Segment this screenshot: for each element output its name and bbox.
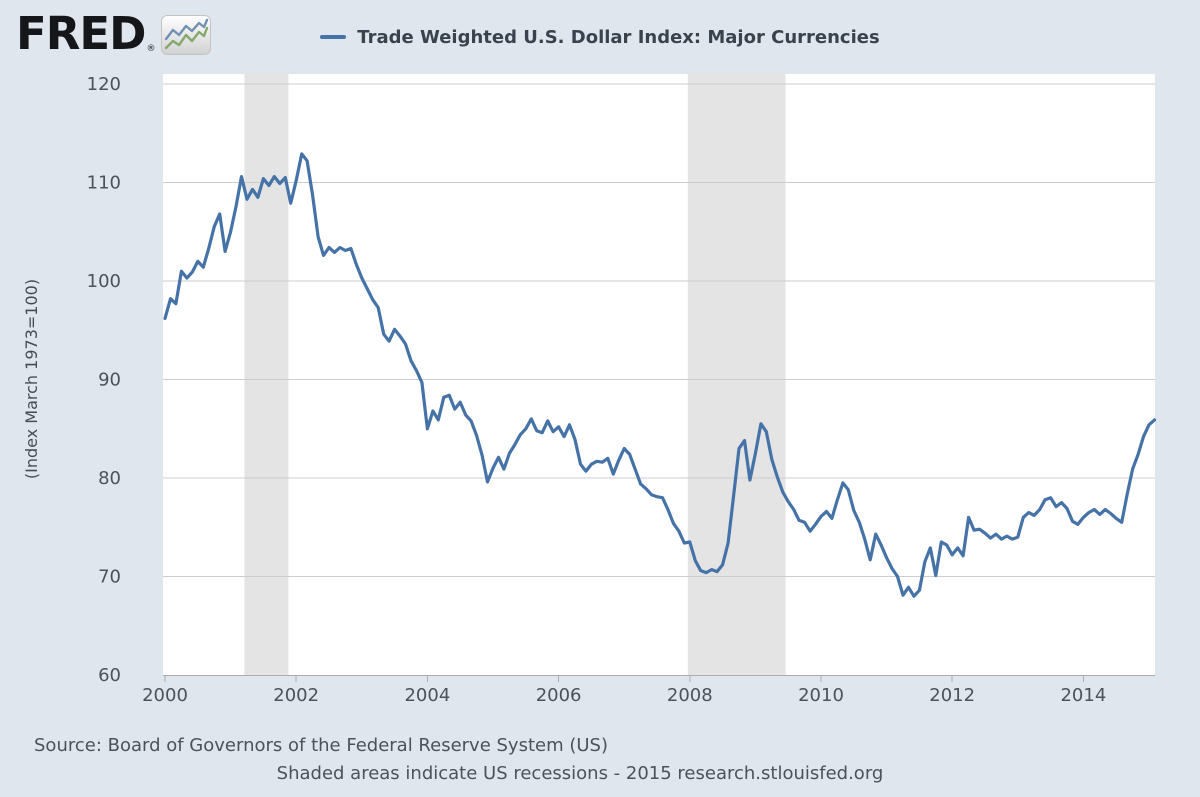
y-tick-label: 120 (87, 74, 121, 95)
y-tick-label: 100 (87, 271, 121, 292)
y-axis-title: (Index March 1973=100) (22, 278, 41, 480)
x-tick-label: 2000 (142, 685, 188, 706)
y-tick-label: 60 (98, 665, 121, 686)
y-tick-label: 80 (98, 468, 121, 489)
fred-logo-text: FRED (16, 7, 146, 60)
y-tick-label: 110 (87, 173, 121, 194)
x-tick-label: 2014 (1060, 685, 1106, 706)
registered-trademark-symbol: ® (146, 44, 156, 54)
recession-band (244, 74, 289, 675)
x-tick-label: 2008 (667, 685, 713, 706)
y-tick-label: 70 (98, 567, 121, 588)
y-tick-label: 90 (98, 370, 121, 391)
sparkline-chart-icon (161, 15, 212, 59)
plot-area (163, 74, 1155, 675)
fred-logo[interactable]: FRED ® (16, 7, 212, 60)
x-tick-label: 2006 (536, 685, 582, 706)
x-tick-label: 2010 (798, 685, 844, 706)
recession-note-text: Shaded areas indicate US recessions - 20… (276, 763, 884, 784)
x-tick-label: 2004 (404, 685, 450, 706)
legend-line-swatch (320, 35, 347, 39)
series-line[interactable] (163, 152, 1157, 598)
chart-canvas[interactable]: 60 70 80 90 100 110 120 2000 2002 2004 2006 2008 201… (0, 0, 1200, 730)
recession-band (687, 74, 786, 675)
x-tick-label: 2002 (273, 685, 319, 706)
x-tick-label: 2012 (929, 685, 975, 706)
legend: Trade Weighted U.S. Dollar Index: Major … (0, 22, 1200, 52)
series-title[interactable]: Trade Weighted U.S. Dollar Index: Major … (357, 26, 880, 48)
source-text: Source: Board of Governors of the Federa… (34, 735, 608, 756)
